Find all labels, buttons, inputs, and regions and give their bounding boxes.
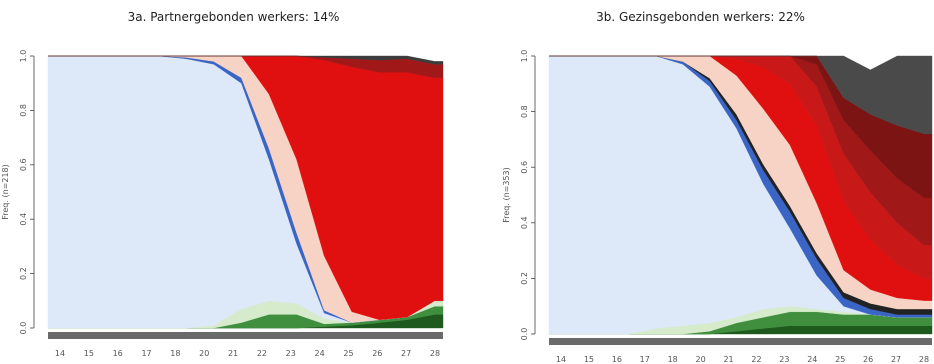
x-tick-label: 27 — [891, 355, 901, 364]
x-tick-label: 28 — [430, 349, 440, 358]
y-tick-label: 1.0 — [520, 50, 529, 63]
y-axis-label: Freq. (n=218) — [1, 164, 10, 220]
x-tick-label: 28 — [919, 355, 929, 364]
sequence-strip — [48, 332, 443, 339]
y-tick-label: 0.2 — [520, 272, 529, 285]
x-tick-label: 15 — [584, 355, 594, 364]
chart-plot: 0.0 0.2 0.4 0.6 0.8 1.0 Freq. (n=218) 14 15 16 17 1… — [1, 50, 444, 358]
y-tick-label: 0.0 — [520, 328, 529, 341]
x-tick-label: 24 — [315, 349, 325, 358]
x-tick-label: 21 — [228, 349, 238, 358]
x-tick-label: 18 — [170, 349, 180, 358]
x-tick-label: 22 — [751, 355, 761, 364]
area-series-12 — [549, 55, 933, 134]
x-tick-label: 17 — [640, 355, 650, 364]
y-axis-label: Freq. (n=353) — [502, 167, 511, 223]
x-tick-label: 23 — [286, 349, 296, 358]
chart-plot: 0.0 0.2 0.4 0.6 0.8 1.0 Freq. (n=353) 14 15 16 17 1… — [502, 50, 933, 364]
x-tick-label: 16 — [113, 349, 123, 358]
x-tick-label: 22 — [257, 349, 267, 358]
x-tick-label: 26 — [372, 349, 382, 358]
area-series-9 — [48, 55, 444, 65]
chart-panel-3a: 3a. Partnergebonden werkers: 14% 0.0 0.2 0… — [1, 10, 444, 358]
x-tick-label: 21 — [723, 355, 733, 364]
x-tick-label: 25 — [835, 355, 845, 364]
y-tick-label: 0.8 — [19, 104, 28, 117]
x-tick-label: 24 — [807, 355, 817, 364]
sequence-strip — [549, 338, 932, 345]
chart-title: 3a. Partnergebonden werkers: 14% — [127, 10, 340, 24]
y-tick-label: 0.4 — [520, 216, 529, 229]
x-tick-label: 23 — [779, 355, 789, 364]
y-tick-label: 0.6 — [19, 158, 28, 171]
x-tick-label: 20 — [199, 349, 209, 358]
x-tick-label: 26 — [863, 355, 873, 364]
x-tick-label: 16 — [612, 355, 622, 364]
x-tick-label: 18 — [668, 355, 678, 364]
y-tick-label: 0.6 — [520, 161, 529, 174]
x-tick-label: 17 — [141, 349, 151, 358]
x-tick-label: 27 — [401, 349, 411, 358]
x-tick-label: 20 — [696, 355, 706, 364]
chart-panel-3b: 3b. Gezinsgebonden werkers: 22% 0.0 0.2 0.… — [467, 0, 934, 364]
y-tick-label: 0.2 — [19, 267, 28, 280]
x-tick-label: 25 — [343, 349, 353, 358]
y-tick-label: 0.8 — [520, 105, 529, 118]
x-tick-label: 15 — [84, 349, 94, 358]
x-tick-label: 14 — [55, 349, 65, 358]
y-tick-label: 0.0 — [19, 322, 28, 335]
y-tick-label: 1.0 — [19, 50, 28, 63]
x-tick-label: 14 — [556, 355, 566, 364]
chart-title: 3b. Gezinsgebonden werkers: 22% — [596, 10, 805, 24]
y-tick-label: 0.4 — [19, 213, 28, 226]
